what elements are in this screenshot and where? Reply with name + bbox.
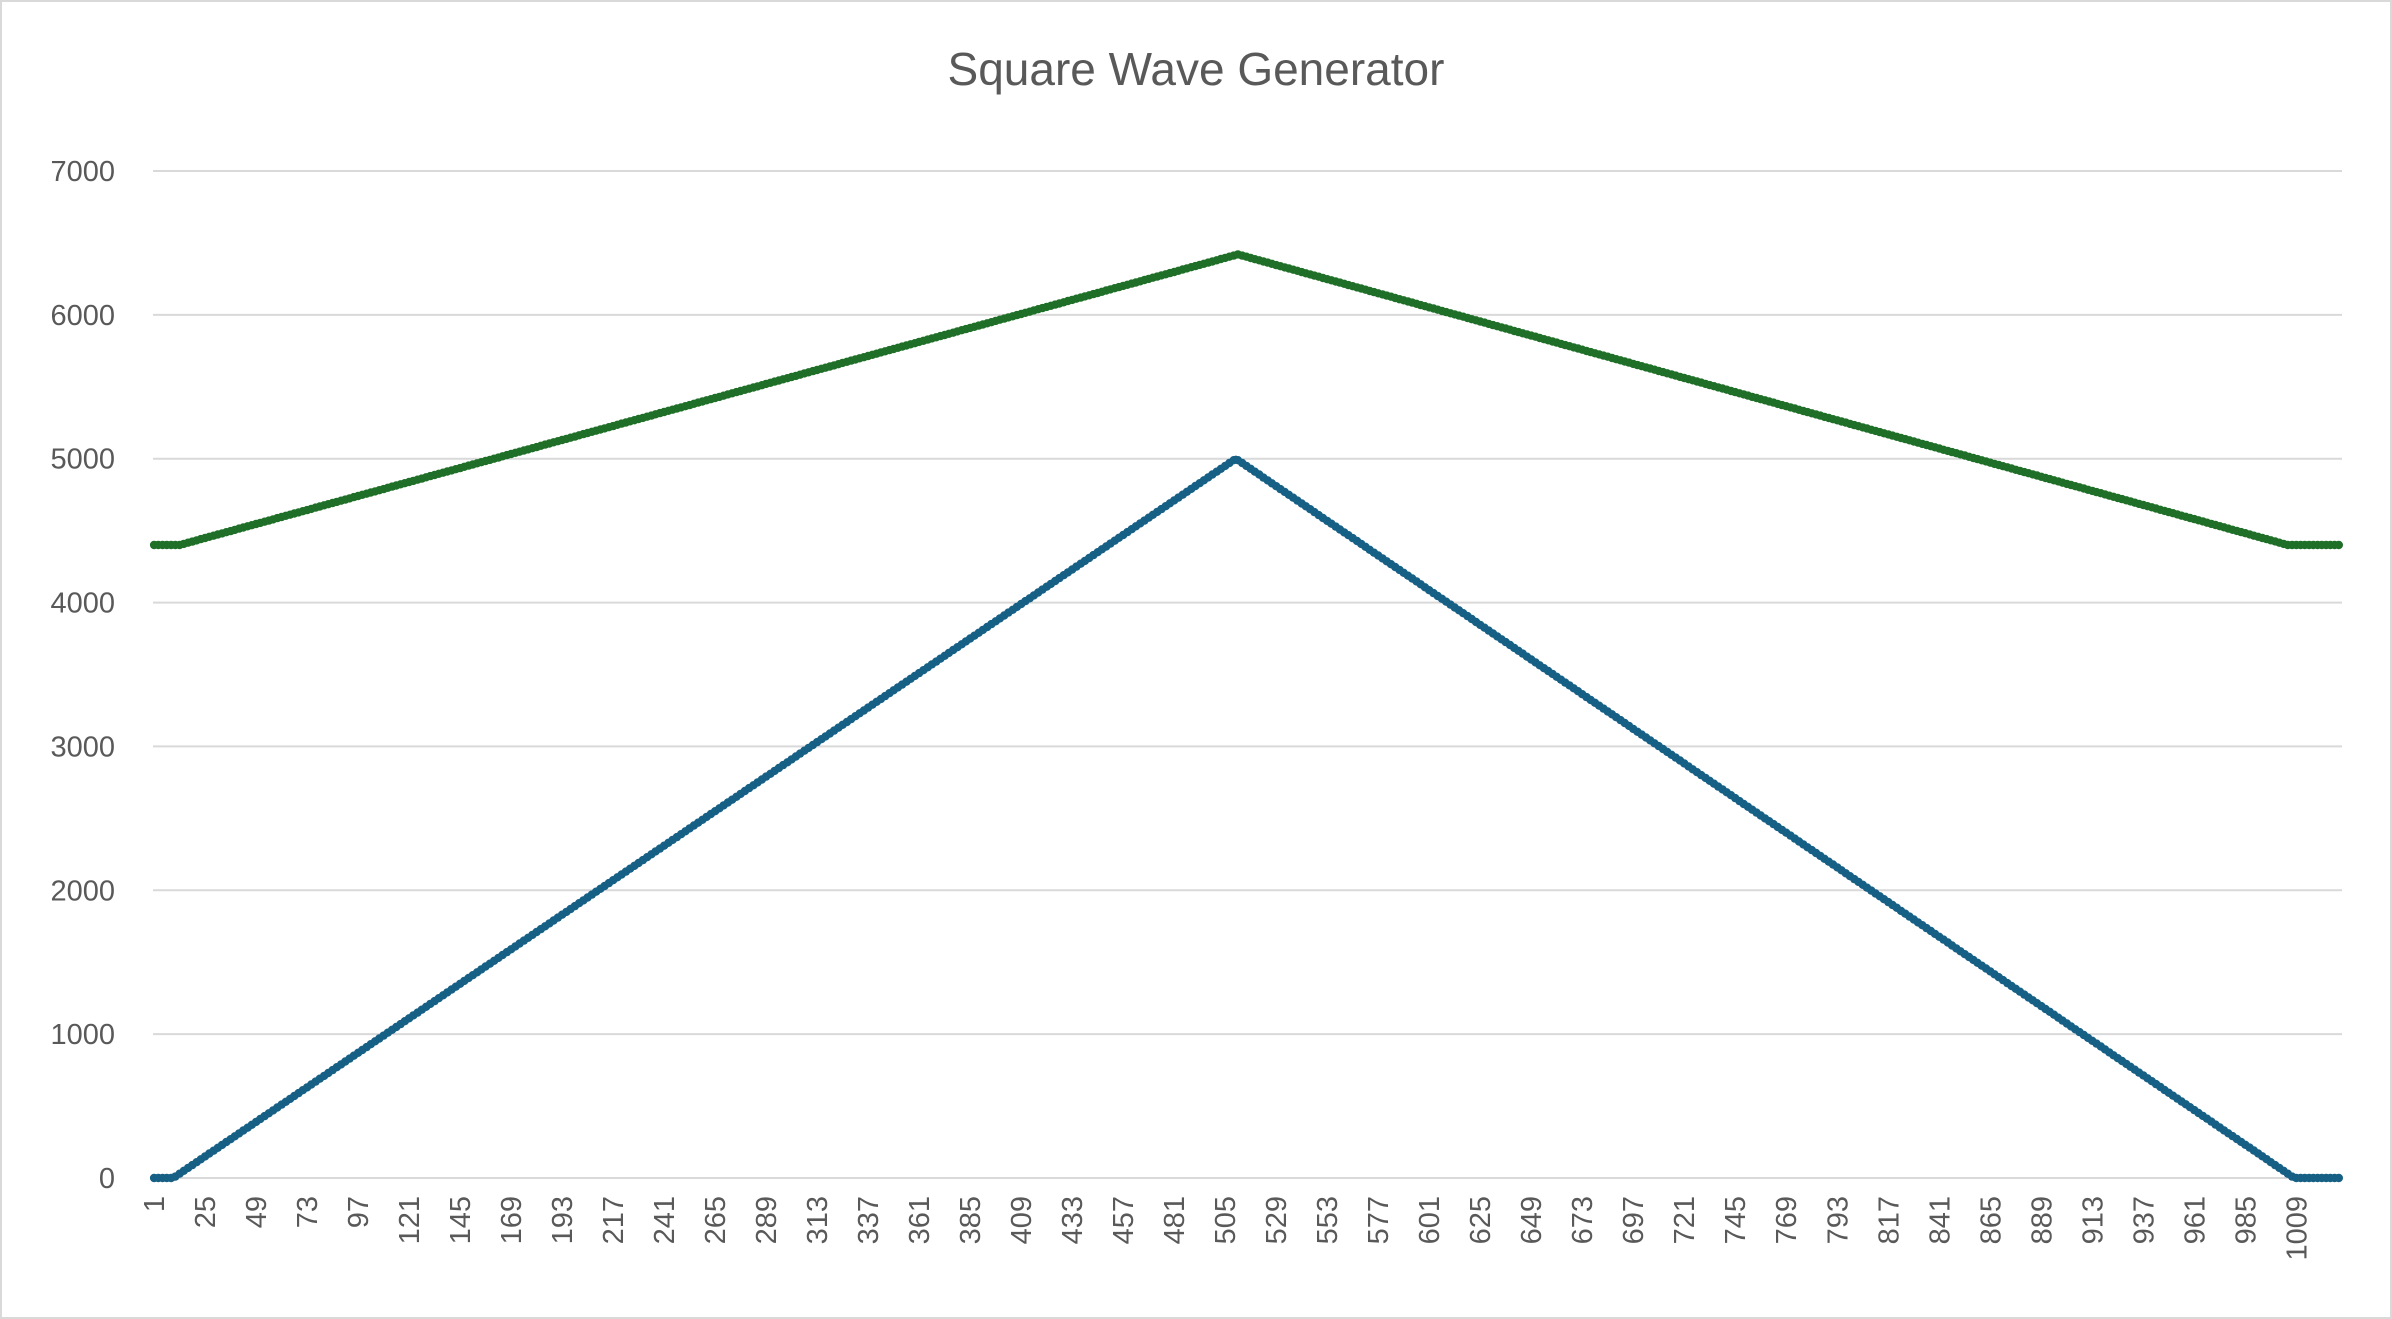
x-tick-label: 673 (1567, 1196, 1599, 1244)
x-tick-label: 169 (496, 1196, 528, 1244)
x-tick-label: 457 (1108, 1196, 1140, 1244)
y-tick-label: 0 (99, 1163, 115, 1195)
y-tick-label: 6000 (50, 300, 115, 332)
series-line-1 (153, 251, 2342, 548)
x-tick-label: 553 (1312, 1196, 1344, 1244)
x-tick-label: 649 (1516, 1196, 1548, 1244)
x-tick-label: 985 (2230, 1196, 2262, 1244)
x-tick-label: 73 (292, 1196, 324, 1228)
x-tick-label: 361 (904, 1196, 936, 1244)
x-tick-label: 25 (190, 1196, 222, 1228)
x-tick-label: 841 (1924, 1196, 1956, 1244)
x-tick-label: 889 (2026, 1196, 2058, 1244)
x-tick-label: 193 (547, 1196, 579, 1244)
x-tick-label: 385 (955, 1196, 987, 1244)
x-tick-label: 241 (649, 1196, 681, 1244)
x-tick-label: 601 (1414, 1196, 1446, 1244)
x-tick-label: 529 (1261, 1196, 1293, 1244)
x-tick-label: 745 (1720, 1196, 1752, 1244)
y-tick-label: 7000 (50, 156, 115, 188)
x-tick-label: 961 (2179, 1196, 2211, 1244)
x-tick-label: 409 (1006, 1196, 1038, 1244)
chart-title: Square Wave Generator (947, 43, 1445, 95)
y-tick-label: 2000 (50, 875, 115, 907)
x-tick-label: 49 (241, 1196, 273, 1228)
x-tick-label: 481 (1159, 1196, 1191, 1244)
x-tick-label: 817 (1873, 1196, 1905, 1244)
x-tick-label: 937 (2128, 1196, 2160, 1244)
x-tick-label: 217 (598, 1196, 630, 1244)
x-tick-label: 265 (700, 1196, 732, 1244)
x-tick-label: 577 (1363, 1196, 1395, 1244)
y-tick-label: 3000 (50, 731, 115, 763)
x-tick-label: 313 (802, 1196, 834, 1244)
x-tick-label: 505 (1210, 1196, 1242, 1244)
series-1-point (2334, 540, 2343, 550)
x-tick-label: 769 (1771, 1196, 1803, 1244)
y-tick-label: 1000 (50, 1019, 115, 1051)
x-tick-label: 337 (853, 1196, 885, 1244)
series-line-2 (153, 455, 2342, 1181)
x-tick-label: 865 (1975, 1196, 2007, 1244)
x-tick-label: 433 (1057, 1196, 1089, 1244)
y-tick-label: 5000 (50, 444, 115, 476)
x-tick-label: 1009 (2281, 1196, 2313, 1261)
x-tick-label: 145 (445, 1196, 477, 1244)
x-tick-label: 97 (343, 1196, 375, 1228)
x-tick-label: 289 (751, 1196, 783, 1244)
y-tick-label: 4000 (50, 588, 115, 620)
x-tick-label: 1 (139, 1196, 171, 1212)
x-tick-label: 697 (1618, 1196, 1650, 1244)
x-tick-label: 121 (394, 1196, 426, 1244)
x-tick-label: 913 (2077, 1196, 2109, 1244)
x-tick-label: 721 (1669, 1196, 1701, 1244)
x-tick-label: 793 (1822, 1196, 1854, 1244)
x-tick-label: 625 (1465, 1196, 1497, 1244)
series-2-point (2334, 1173, 2343, 1183)
